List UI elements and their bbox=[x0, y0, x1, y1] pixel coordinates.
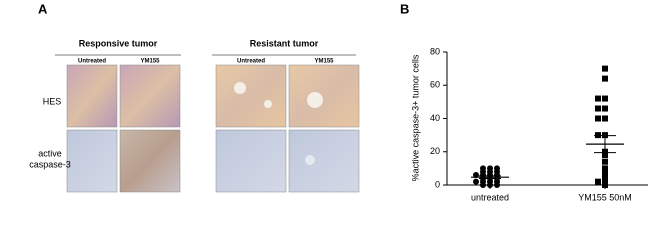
micrographs bbox=[66, 64, 360, 193]
y-tick-label: 80 bbox=[430, 46, 440, 56]
dot-plot: 0 20 40 60 80 untreated YM155 50nM bbox=[430, 46, 648, 202]
x-tick-label: YM155 50nM bbox=[578, 192, 632, 202]
panel-label: B bbox=[400, 1, 409, 16]
data-point bbox=[487, 182, 493, 188]
data-point bbox=[473, 172, 479, 179]
error-bar bbox=[594, 135, 616, 154]
data-point bbox=[473, 178, 479, 185]
data-point bbox=[602, 165, 608, 172]
data-point bbox=[595, 115, 601, 122]
data-point bbox=[602, 178, 608, 185]
data-point bbox=[494, 182, 500, 188]
column-label: YM155 bbox=[314, 59, 334, 65]
data-point bbox=[602, 172, 608, 179]
error-bar bbox=[479, 175, 501, 180]
data-point bbox=[602, 95, 608, 102]
data-point bbox=[595, 95, 601, 102]
row-label: HES bbox=[43, 96, 62, 106]
data-point bbox=[602, 175, 608, 182]
panel-label: A bbox=[38, 1, 48, 16]
data-point bbox=[602, 75, 608, 82]
y-tick-label: 40 bbox=[430, 113, 440, 123]
data-point bbox=[595, 178, 601, 185]
data-point bbox=[602, 105, 608, 112]
y-tick-label: 20 bbox=[430, 146, 440, 156]
data-point bbox=[602, 115, 608, 122]
data-point bbox=[602, 158, 608, 165]
data-point bbox=[595, 105, 601, 112]
column-label: Untreated bbox=[237, 59, 265, 65]
figure: A Responsive tumor Resistant tumor Untre… bbox=[29, 1, 648, 202]
row-label: caspase-3 bbox=[29, 159, 71, 169]
column-label: Untreated bbox=[78, 59, 106, 65]
y-tick-label: 0 bbox=[435, 179, 440, 189]
x-tick-label: untreated bbox=[471, 192, 509, 202]
column-label: YM155 bbox=[140, 59, 160, 65]
group-title: Responsive tumor bbox=[79, 38, 158, 48]
data-point bbox=[602, 152, 608, 159]
group-title: Resistant tumor bbox=[250, 38, 319, 48]
data-point bbox=[602, 182, 608, 188]
y-tick-label: 60 bbox=[430, 80, 440, 90]
data-point bbox=[480, 182, 486, 188]
data-point bbox=[602, 168, 608, 175]
y-axis-label: %active caspase-3+ tumor cells bbox=[410, 54, 420, 181]
row-label: active bbox=[38, 148, 62, 158]
data-point bbox=[602, 65, 608, 72]
